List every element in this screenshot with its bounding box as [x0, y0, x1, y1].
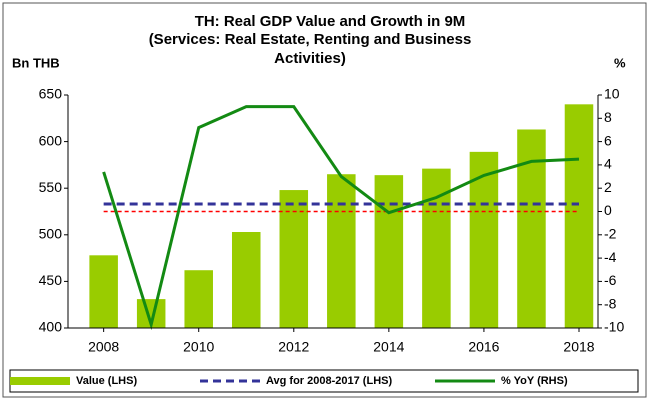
y-tick-label: 650 [39, 86, 63, 102]
legend-label: Avg for 2008-2017 (LHS) [266, 375, 392, 387]
bar [564, 104, 594, 328]
chart-subtitle: (Services: Real Estate, Renting and Busi… [148, 31, 472, 67]
y2-tick-label: 10 [604, 86, 620, 102]
x-tick-label: 2014 [373, 339, 404, 355]
y-tick-label: 450 [39, 272, 63, 288]
bar [422, 168, 451, 328]
bar [184, 270, 213, 328]
chart-title: TH: Real GDP Value and Growth in 9M [195, 13, 466, 30]
y-tick-label: 500 [39, 226, 63, 242]
x-tick-label: 2010 [183, 339, 214, 355]
y2-tick-label: -6 [604, 272, 617, 288]
y2-tick-label: -2 [604, 226, 617, 242]
bar [374, 175, 404, 328]
y2-tick-label: 6 [604, 132, 612, 148]
y2-tick-label: -8 [604, 295, 617, 311]
bar [517, 129, 546, 328]
y2-tick-label: 0 [604, 202, 612, 218]
bar [469, 151, 499, 328]
x-tick-label: 2018 [563, 339, 594, 355]
growth-line [102, 105, 580, 331]
y-tick-label: 600 [39, 132, 63, 148]
y2-tick-label: 2 [604, 179, 612, 195]
y2-tick-label: 8 [604, 109, 612, 125]
legend-swatch [10, 377, 70, 385]
bar [89, 255, 118, 328]
y2-axis-label: % [614, 55, 626, 70]
y2-tick-label: -4 [604, 249, 617, 265]
legend-label: Value (LHS) [76, 375, 137, 387]
y2-tick-label: 4 [604, 156, 612, 172]
bar [279, 190, 309, 328]
y-axis-label: Bn THB [12, 55, 60, 70]
y-tick-label: 400 [39, 319, 63, 335]
x-tick-label: 2016 [468, 339, 499, 355]
x-tick-label: 2012 [278, 339, 309, 355]
y-tick-label: 550 [39, 179, 63, 195]
x-tick-label: 2008 [88, 339, 119, 355]
bar [231, 232, 261, 328]
bar [327, 174, 356, 328]
legend-label: % YoY (RHS) [501, 375, 568, 387]
y2-tick-label: -10 [604, 319, 624, 335]
subtitle-box: (Services: Real Estate, Renting and Busi… [148, 31, 472, 67]
